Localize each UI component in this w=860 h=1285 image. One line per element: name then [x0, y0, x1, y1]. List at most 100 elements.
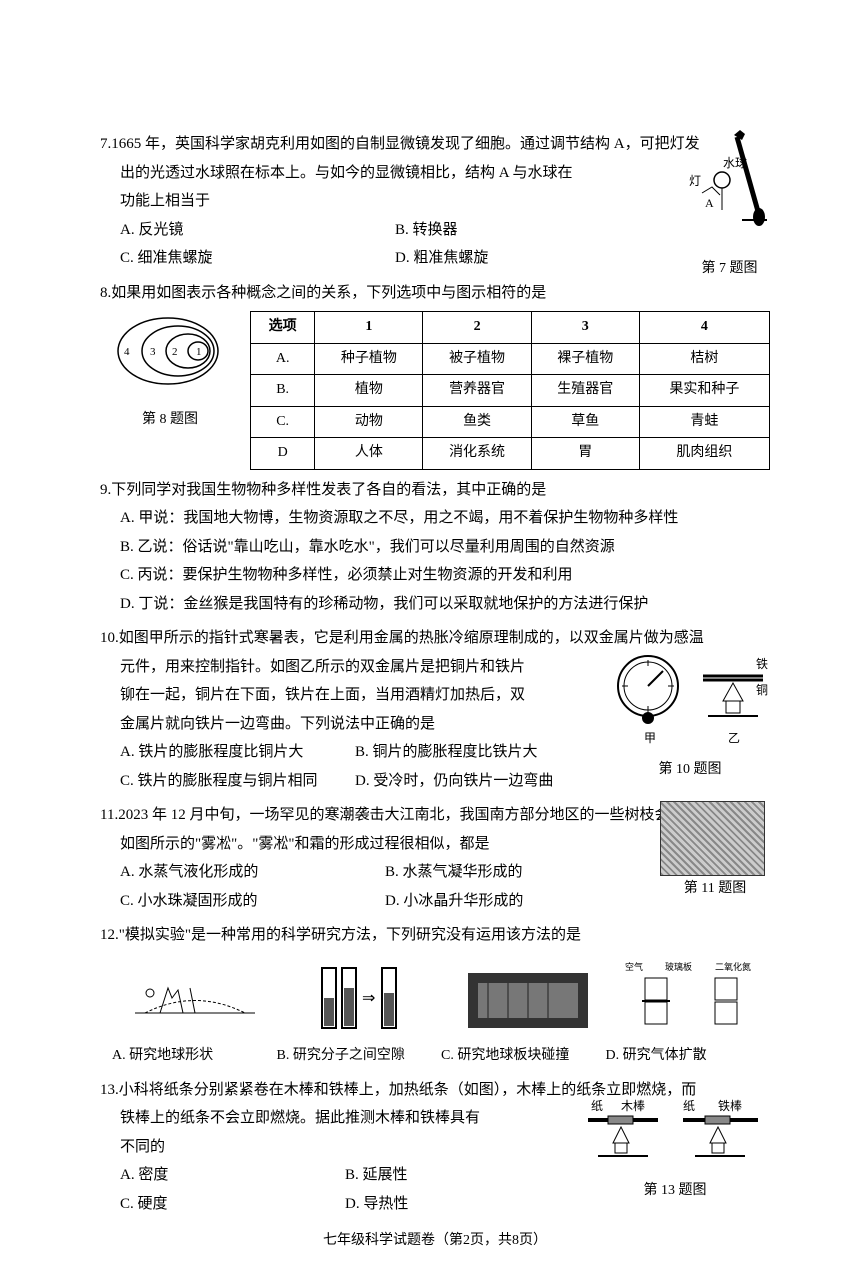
svg-text:灯: 灯 — [689, 174, 701, 188]
q12-opt-d: D. 研究气体扩散 — [606, 1043, 771, 1070]
q12-opt-b: B. 研究分子之间空隙 — [277, 1043, 442, 1070]
q8-r3c4: 肌肉组织 — [639, 438, 769, 470]
q8-num: 8. — [100, 285, 111, 301]
q8-r3c1: 人体 — [315, 438, 423, 470]
q8-th-3: 3 — [531, 312, 639, 344]
q13-opt-b: B. 延展性 — [345, 1161, 570, 1190]
figure-13: 纸 木棒 纸 铁棒 第 13 题图 — [580, 1098, 770, 1205]
figure-10: 甲 铁 铜 乙 第 10 题图 — [605, 646, 775, 783]
q12-opt-a: A. 研究地球形状 — [112, 1043, 277, 1070]
svg-text:纸: 纸 — [683, 1099, 695, 1113]
q8-stem: 如果用如图表示各种概念之间的关系，下列选项中与图示相符的是 — [111, 285, 546, 301]
svg-text:2: 2 — [172, 346, 178, 358]
q7-opt-c: C. 细准焦螺旋 — [120, 244, 395, 273]
q8-th-1: 1 — [315, 312, 423, 344]
frost-image-icon — [660, 801, 765, 876]
q11-num: 11. — [100, 807, 118, 823]
svg-text:铜: 铜 — [756, 682, 768, 697]
q9-stem: 下列同学对我国生物物种多样性发表了各自的看法，其中正确的是 — [111, 482, 546, 498]
q10-num: 10. — [100, 630, 119, 646]
q10-opt-c: C. 铁片的膨胀程度与铜片相同 — [120, 767, 355, 796]
q8-r1c4: 果实和种子 — [639, 375, 769, 407]
svg-text:3: 3 — [150, 346, 156, 358]
q12-opt-c: C. 研究地球板块碰撞 — [441, 1043, 606, 1070]
q10-l2: 元件，用来控制指针。如图乙所示的双金属片是把铜片和铁片 — [100, 653, 590, 682]
q9-opt-c: C. 丙说：要保护生物物种多样性，必须禁止对生物资源的开发和利用 — [100, 561, 770, 590]
svg-text:甲: 甲 — [644, 731, 656, 745]
svg-text:铁棒: 铁棒 — [718, 1099, 742, 1113]
svg-text:空气: 空气 — [625, 961, 643, 972]
figure-11: 第 11 题图 — [660, 801, 770, 903]
question-9: 9.下列同学对我国生物物种多样性发表了各自的看法，其中正确的是 A. 甲说：我国… — [100, 476, 770, 619]
q11-l2: 如图所示的"雾凇"。"雾凇"和霜的形成过程很相似，都是 — [100, 830, 650, 859]
q8-r1c2: 营养器官 — [423, 375, 531, 407]
q12-num: 12. — [100, 927, 119, 943]
q13-opt-a: A. 密度 — [120, 1161, 345, 1190]
q13-l3: 不同的 — [100, 1133, 570, 1162]
q9-opt-d: D. 丁说：金丝猴是我国特有的珍稀动物，我们可以采取就地保护的方法进行保护 — [100, 590, 770, 619]
q8-r0c3: 裸子植物 — [531, 343, 639, 375]
figure-8: 4 3 2 1 第 8 题图 — [100, 311, 240, 433]
q11-opt-c: C. 小水珠凝固形成的 — [120, 887, 385, 916]
q8-r0c4: 桔树 — [639, 343, 769, 375]
svg-text:二氧化氮: 二氧化氮 — [715, 961, 751, 972]
figure-10-caption: 第 10 题图 — [605, 757, 775, 784]
q13-l2: 铁棒上的纸条不会立即燃烧。据此推测木棒和铁棒具有 — [100, 1104, 570, 1133]
svg-text:⇒: ⇒ — [362, 990, 375, 1007]
svg-text:铁: 铁 — [756, 657, 768, 671]
q8-r0c0: A. — [251, 343, 315, 375]
question-13: 纸 木棒 纸 铁棒 第 13 题图 13.小科将纸条分别紧紧卷在木棒和铁棒上，加… — [100, 1076, 770, 1219]
q10-l4: 金属片就向铁片一边弯曲。下列说法中正确的是 — [100, 710, 590, 739]
q10-opt-a: A. 铁片的膨胀程度比铜片大 — [120, 738, 355, 767]
q8-r0c1: 种子植物 — [315, 343, 423, 375]
q8-r2c1: 动物 — [315, 406, 423, 438]
q11-l1: 2023 年 12 月中旬，一场罕见的寒潮袭击大江南北，我国南方部分地区的一些树… — [118, 807, 699, 823]
q7-opt-a: A. 反光镜 — [120, 216, 395, 245]
q8-r1c1: 植物 — [315, 375, 423, 407]
q8-r3c2: 消化系统 — [423, 438, 531, 470]
svg-text:水球: 水球 — [723, 156, 747, 170]
q8-r2c3: 草鱼 — [531, 406, 639, 438]
q11-opt-b: B. 水蒸气凝华形成的 — [385, 858, 650, 887]
q13-num: 13. — [100, 1082, 119, 1098]
q8-th-4: 4 — [639, 312, 769, 344]
q12-fig-c — [453, 956, 603, 1041]
q11-opt-a: A. 水蒸气液化形成的 — [120, 858, 385, 887]
q12-fig-a — [120, 956, 270, 1041]
figure-11-caption: 第 11 题图 — [660, 876, 770, 903]
svg-text:A: A — [705, 196, 714, 210]
page-footer: 七年级科学试题卷（第2页，共8页） — [100, 1228, 770, 1255]
q13-l1: 小科将纸条分别紧紧卷在木棒和铁棒上，加热纸条（如图），木棒上的纸条立即燃烧，而 — [119, 1082, 697, 1098]
q8-r3c0: D — [251, 438, 315, 470]
q7-opt-b: B. 转换器 — [395, 216, 670, 245]
q7-opt-d: D. 粗准焦螺旋 — [395, 244, 670, 273]
q8-r3c3: 胃 — [531, 438, 639, 470]
question-11: 第 11 题图 11.2023 年 12 月中旬，一场罕见的寒潮袭击大江南北，我… — [100, 801, 770, 915]
q13-opt-d: D. 导热性 — [345, 1190, 570, 1219]
q10-opt-d: D. 受冷时，仍向铁片一边弯曲 — [355, 767, 590, 796]
q8-r2c2: 鱼类 — [423, 406, 531, 438]
q12-fig-d: 空气 玻璃板 二氧化氮 — [620, 956, 770, 1041]
q7-line3: 功能上相当于 — [100, 187, 770, 216]
svg-text:玻璃板: 玻璃板 — [665, 961, 692, 972]
q10-l3: 铆在一起，铜片在下面，铁片在上面，当用酒精灯加热后，双 — [100, 681, 590, 710]
q8-th-0: 选项 — [251, 312, 315, 344]
svg-text:木棒: 木棒 — [621, 1099, 645, 1113]
q8-r2c0: C. — [251, 406, 315, 438]
q10-opt-b: B. 铜片的膨胀程度比铁片大 — [355, 738, 590, 767]
q8-r0c2: 被子植物 — [423, 343, 531, 375]
q8-table: 选项 1 2 3 4 A.种子植物被子植物裸子植物桔树 B.植物营养器官生殖器官… — [250, 311, 770, 470]
svg-text:4: 4 — [124, 346, 130, 358]
q12-stem: "模拟实验"是一种常用的科学研究方法，下列研究没有运用该方法的是 — [119, 927, 581, 943]
q9-opt-a: A. 甲说：我国地大物博，生物资源取之不尽，用之不竭，用不着保护生物物种多样性 — [100, 504, 770, 533]
svg-text:纸: 纸 — [591, 1099, 603, 1113]
question-8: 8.如果用如图表示各种概念之间的关系，下列选项中与图示相符的是 4 3 2 1 … — [100, 279, 770, 470]
q13-opt-c: C. 硬度 — [120, 1190, 345, 1219]
q8-th-2: 2 — [423, 312, 531, 344]
svg-text:乙: 乙 — [728, 731, 740, 745]
svg-text:1: 1 — [196, 346, 202, 358]
question-12: 12."模拟实验"是一种常用的科学研究方法，下列研究没有运用该方法的是 ⇒ — [100, 921, 770, 1069]
q10-l1: 如图甲所示的指针式寒暑表，它是利用金属的热胀冷缩原理制成的，以双金属片做为感温 — [119, 630, 704, 646]
figure-13-caption: 第 13 题图 — [580, 1178, 770, 1205]
q9-opt-b: B. 乙说：俗话说"靠山吃山，靠水吃水"，我们可以尽量利用周围的自然资源 — [100, 533, 770, 562]
